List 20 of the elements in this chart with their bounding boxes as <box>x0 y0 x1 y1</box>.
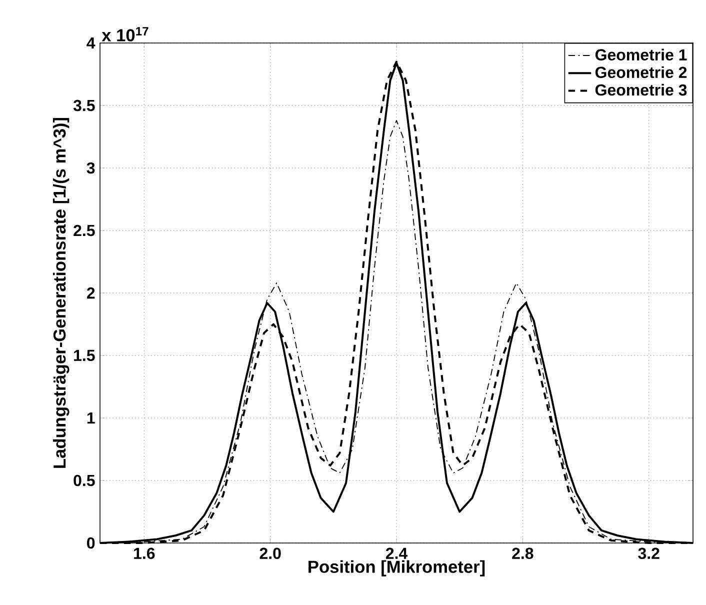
y-tick-label: 1.5 <box>74 350 95 362</box>
x-tick-label: 2.0 <box>260 548 281 560</box>
y-tick-label: 2 <box>86 287 95 299</box>
y-tick-label: 2.5 <box>74 224 95 236</box>
y-tick-label: 4 <box>86 37 96 48</box>
x-tick-label: 2.4 <box>386 548 408 559</box>
y-axis-title: Ladungsträger-Generationsrate [1/(s m^3)] <box>52 118 70 468</box>
text: x 10$^{17}$ <box>102 27 148 42</box>
y-tick-label: 1 <box>87 412 95 424</box>
y-tick-label: 0 <box>87 537 95 549</box>
x-tick-label: 3.2 <box>638 548 660 560</box>
legend-label: Geometrie 3 <box>595 84 687 96</box>
legend-label: Geometrie 1 <box>595 48 687 60</box>
legend-label: Geometrie 2 <box>595 66 687 78</box>
y-tick-label: 0.5 <box>74 474 95 486</box>
x-axis-title: Position [Mikrometer] <box>308 560 485 576</box>
x-tick-label: 2.8 <box>512 548 534 560</box>
x-tick-label: 1.6 <box>134 548 155 560</box>
y-tick-label: 3 <box>86 162 95 174</box>
y-tick-label: 3.5 <box>73 100 95 112</box>
